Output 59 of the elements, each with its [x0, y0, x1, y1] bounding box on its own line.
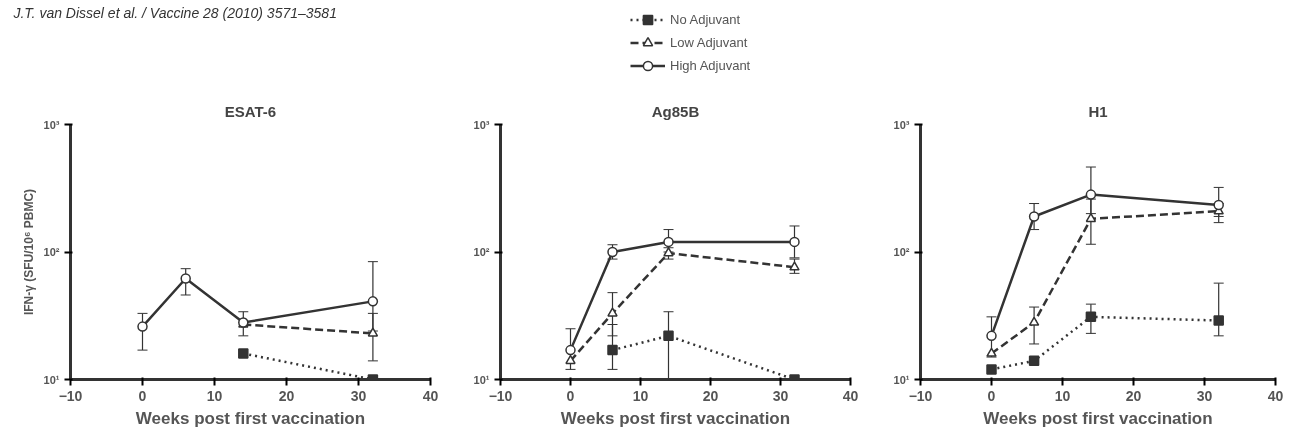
y-tick-label: 10³ — [473, 118, 490, 131]
x-tick-label: 20 — [702, 387, 719, 404]
text: J.T. van Dissel et al. / Vaccine 28 (2010) 3571–3581 — [12, 5, 337, 22]
point — [1213, 199, 1224, 211]
x-tick-label: 10 — [632, 387, 649, 404]
point — [1028, 355, 1040, 367]
point — [986, 347, 997, 357]
chart-title: ESAT-6 — [224, 102, 277, 120]
point — [1085, 189, 1097, 200]
y-tick-label: 10² — [473, 246, 490, 258]
x-tick-label: 20 — [278, 387, 295, 404]
point — [565, 344, 576, 356]
point — [367, 296, 379, 307]
x-tick-label: 30 — [1196, 387, 1213, 404]
y-tick-label: 10¹ — [473, 373, 490, 386]
point — [663, 330, 674, 342]
x-tick-label: 30 — [772, 387, 789, 404]
point — [137, 321, 148, 332]
point — [1028, 316, 1040, 326]
point — [1213, 315, 1224, 326]
x-tick-label: 0 — [987, 387, 996, 404]
x-tick-label: 40 — [1267, 387, 1284, 404]
x-axis-title: Weeks post first vaccination — [983, 408, 1213, 428]
x-tick-label: 10 — [206, 387, 223, 404]
x-tick-label: −10 — [908, 387, 933, 404]
x-axis-title: Weeks post first vaccination — [135, 408, 366, 428]
point — [565, 354, 576, 365]
chart-title: H1 — [1088, 102, 1108, 120]
x-tick-label: 10 — [1054, 387, 1071, 404]
x-tick-label: 40 — [842, 387, 859, 404]
point — [1028, 211, 1040, 222]
x-axis-title: Weeks post first vaccination — [560, 408, 791, 428]
x-tick-label: 40 — [422, 387, 439, 404]
y-tick-label: 10³ — [893, 118, 910, 131]
point — [238, 348, 249, 359]
point — [789, 236, 800, 248]
y-tick-label: 10² — [893, 246, 910, 258]
point — [663, 236, 674, 248]
x-tick-label: 20 — [1125, 387, 1142, 404]
point — [986, 330, 997, 342]
legend-label: Low Adjuvant — [670, 35, 748, 50]
x-tick-label: 0 — [566, 387, 575, 404]
y-tick-label: 10¹ — [43, 373, 60, 386]
legend-label: No Adjuvant — [670, 12, 741, 27]
legend-label: High Adjuvant — [670, 58, 751, 73]
chart-title: Ag85B — [651, 102, 700, 120]
x-tick-label: 30 — [350, 387, 367, 404]
point — [607, 307, 618, 317]
y-axis-title: IFN-γ (SFU/10⁶ PBMC) — [21, 188, 36, 316]
x-tick-label: −10 — [58, 387, 83, 404]
y-tick-label: 10³ — [43, 118, 60, 131]
y-tick-label: 10¹ — [893, 373, 910, 386]
y-tick-label: 10² — [43, 246, 60, 258]
point — [180, 273, 191, 284]
point — [986, 364, 997, 375]
point — [1085, 311, 1097, 323]
point — [607, 344, 618, 356]
x-tick-label: −10 — [488, 387, 513, 404]
x-tick-label: 0 — [138, 387, 147, 404]
